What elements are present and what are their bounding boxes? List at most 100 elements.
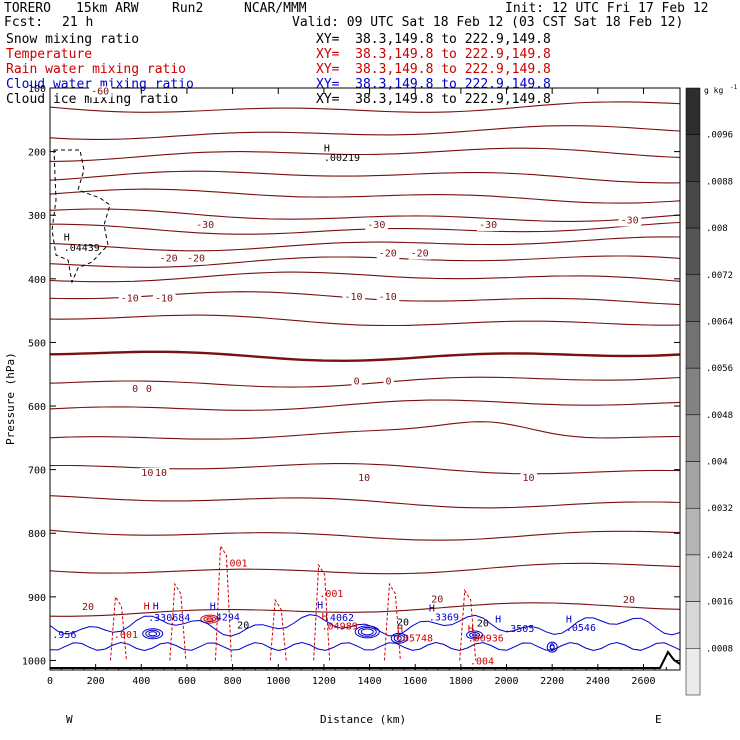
isotherm--25 — [49, 236, 681, 252]
x-tick-label: 800 — [224, 676, 242, 687]
maximum-label: H — [495, 614, 501, 625]
colorbar-tick-label: .008 — [706, 224, 728, 234]
colorbar-swatch — [685, 134, 701, 182]
cloud-cell-5-1 — [203, 616, 217, 623]
isotherm-label: 20 — [82, 602, 94, 613]
maximum-label: .4062 — [324, 613, 354, 624]
colorbar-tick-label: .004 — [706, 458, 728, 468]
maximum-label: .05748 — [397, 633, 433, 644]
colorbar-swatch — [685, 648, 701, 696]
isotherm-label: -10 — [379, 292, 397, 303]
isotherm--50 — [49, 147, 681, 162]
colorbar-swatch — [685, 274, 701, 322]
isotherm--60 — [49, 101, 681, 113]
isotherm--30 — [50, 221, 681, 235]
colorbar-tick-label: .0096 — [706, 131, 733, 141]
label-bg — [365, 219, 388, 231]
maximum-label: H — [144, 602, 150, 613]
maximum-label: H — [566, 614, 572, 625]
x-tick-label: 200 — [87, 676, 105, 687]
cloud-cell-5-2 — [206, 617, 214, 621]
precip-contours — [49, 149, 681, 669]
isotherm--20 — [49, 255, 681, 268]
x-tick-label: 1600 — [403, 676, 427, 687]
label-bg — [153, 293, 176, 305]
colorbar-tick-label: .0008 — [706, 644, 733, 654]
isotherm-label: -30 — [621, 215, 639, 226]
isotherm-label: -10 — [155, 294, 173, 305]
isotherm-label: -30 — [479, 220, 497, 231]
y-tick-label: 1000 — [22, 656, 46, 667]
isotherm--5 — [49, 314, 681, 327]
isotherm-label: -30 — [367, 220, 385, 231]
rain-dashed-3 — [383, 582, 401, 661]
label-bg — [356, 473, 373, 485]
init-time: Init: 12 UTC Fri 17 Feb 12 — [505, 1, 709, 16]
rain-dashed-6 — [269, 598, 287, 661]
maximum-label: .00936 — [468, 633, 504, 644]
label-bg — [139, 468, 156, 479]
x-tick-label: 2600 — [631, 676, 655, 687]
source-name: NCAR/MMM — [244, 1, 307, 16]
x-end-left: W — [66, 713, 73, 726]
colorbar: .0096 .0088 .008 .0072 .0064 .0056 .0048 .004 .0… — [685, 87, 733, 696]
colorbar-unit-sup: -1 — [730, 84, 738, 91]
maximum-label: H — [429, 603, 435, 614]
valid-time: Valid: 09 UTC Sat 18 Feb 12 (03 CST Sat … — [292, 15, 684, 30]
legend-rain: Rain water mixing ratio — [6, 62, 187, 77]
y-tick-label: 400 — [28, 275, 46, 286]
rain-dashed-5 — [169, 582, 187, 661]
isotherm-label: -20 — [379, 249, 397, 260]
terrain-line — [50, 650, 681, 669]
forecast-label: Fcst: — [4, 15, 44, 30]
maximum-label: .3369 — [429, 612, 459, 623]
cloud-water-band-low — [49, 641, 681, 652]
x-tick-label: 0 — [47, 676, 53, 687]
y-tick-label: 100 — [28, 84, 46, 95]
maximum-label: H — [64, 233, 70, 244]
colorbar-tick-label: .0016 — [706, 598, 733, 608]
isotherm-label: 10 — [155, 468, 167, 479]
cloud-cell-4-1 — [469, 632, 481, 639]
y-tick-label: 200 — [28, 148, 46, 159]
label-bg — [477, 219, 500, 231]
isotherm-label: 10 — [141, 468, 153, 479]
label-bg — [520, 473, 537, 485]
y-tick-label: 700 — [28, 466, 46, 477]
colorbar-tick-label: .0048 — [706, 411, 733, 421]
isotherm-30 — [49, 529, 681, 541]
y-tick-label: 600 — [28, 402, 46, 413]
maximum-label: .4294 — [210, 612, 240, 623]
x-tick-label: 1800 — [449, 676, 473, 687]
chart-axes: 0 200 400 600 800 1000 1200 1400 1600 1800 2000 220… — [22, 84, 681, 687]
colorbar-swatch — [685, 507, 701, 556]
cloud-cell-0-1 — [145, 629, 161, 638]
maximum-label: H — [153, 602, 159, 613]
y-axis-label: Pressure (hPa) — [4, 352, 17, 445]
isotherm-label: 20 — [623, 595, 635, 606]
maximum-label: .001 — [319, 589, 343, 600]
isotherm-15 — [49, 421, 681, 440]
x-tick-label: 2000 — [494, 676, 518, 687]
label-bg — [376, 248, 400, 260]
isotherm-label: 0 — [354, 376, 360, 387]
isotherm--15 — [49, 271, 681, 283]
isotherm-label: -20 — [411, 249, 429, 260]
label-bg — [130, 384, 141, 396]
colorbar-unit: g kg — [704, 86, 723, 95]
colorbar-swatch — [685, 321, 701, 369]
isotherm-label: 0 — [132, 384, 138, 395]
maximum-label: .04989 — [322, 621, 358, 632]
legend-cloud-ice: Cloud ice mixing ratio — [6, 92, 179, 107]
label-bg — [153, 468, 170, 479]
colorbar-tick-label: .0056 — [706, 364, 733, 374]
cloud-cell-1-0 — [354, 625, 380, 639]
isotherm-label: -20 — [160, 254, 178, 265]
legend-snow-xy: XY= 38.3,149.8 to 222.9,149.8 — [316, 32, 551, 47]
maximum-label: H — [317, 600, 323, 611]
x-end-right: E — [655, 713, 662, 726]
cloud-cell-5-0 — [200, 614, 220, 624]
maximum-label: H — [324, 144, 330, 155]
legend-temperature: Temperature — [6, 47, 93, 62]
